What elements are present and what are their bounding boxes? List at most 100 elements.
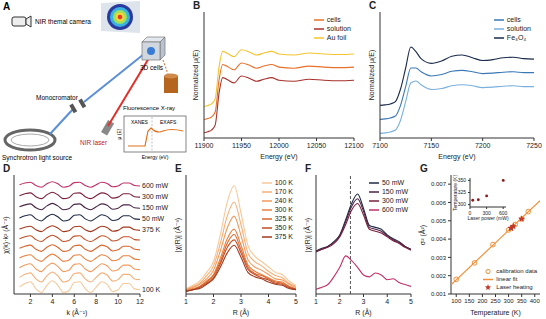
svg-text:EXAFS: EXAFS — [160, 119, 177, 125]
svg-text:12000: 12000 — [269, 142, 289, 149]
html-text:Energy (eV): Energy (eV) — [260, 153, 298, 160]
svg-text:0: 0 — [469, 210, 472, 216]
svg-text:7200: 7200 — [475, 142, 491, 149]
svg-text:11900: 11900 — [195, 142, 214, 149]
svg-text:XANES: XANES — [131, 119, 149, 125]
html-text:170 K: 170 K — [274, 188, 293, 195]
html-text:100 K: 100 K — [142, 285, 161, 293]
html-text:cells: cells — [326, 16, 341, 23]
svg-text:0.001: 0.001 — [431, 291, 447, 297]
html-text:100 K: 100 K — [274, 179, 293, 186]
svg-text:3: 3 — [362, 298, 366, 305]
html-text:150 mW: 150 mW — [381, 188, 408, 195]
html-text:C: C — [369, 0, 377, 11]
svg-text:7250: 7250 — [526, 142, 542, 149]
html-text:325 K: 325 K — [274, 215, 293, 222]
svg-text:0.004: 0.004 — [431, 236, 447, 242]
html-text:600 mW: 600 mW — [381, 206, 408, 213]
html-text:R (Å): R (Å) — [232, 309, 250, 316]
svg-text:350: 350 — [458, 177, 467, 183]
svg-text:4: 4 — [267, 298, 271, 305]
html-text:calibration data: calibration data — [496, 268, 537, 274]
svg-text:12: 12 — [136, 298, 144, 305]
svg-text:4: 4 — [50, 298, 54, 305]
html-text:solution: solution — [506, 25, 531, 32]
html-text:|χ(R)| (Å⁻³): |χ(R)| (Å⁻³) — [304, 217, 311, 252]
svg-text:A: A — [3, 1, 10, 12]
svg-text:12050: 12050 — [307, 142, 327, 149]
svg-text:11950: 11950 — [232, 142, 251, 149]
html-text:375 K: 375 K — [142, 226, 161, 234]
html-text:cells: cells — [506, 16, 521, 23]
html-text:σ² (Å²): σ² (Å²) — [419, 224, 426, 245]
svg-text:150: 150 — [464, 298, 475, 304]
svg-text:Energy (eV): Energy (eV) — [142, 154, 169, 160]
html-text:R (Å): R (Å) — [355, 309, 372, 316]
svg-text:1: 1 — [314, 298, 318, 305]
html-text:|χ(R)| (Å⁻³): |χ(R)| (Å⁻³) — [174, 217, 181, 252]
svg-text:μ (E): μ (E) — [116, 128, 122, 139]
html-text:50 mW: 50 mW — [381, 179, 405, 186]
html-text:300 K: 300 K — [274, 206, 293, 213]
html-text:D: D — [3, 163, 11, 174]
svg-text:0.006: 0.006 — [431, 200, 447, 206]
html-text:F: F — [305, 163, 312, 174]
html-text:375 K: 375 K — [274, 233, 293, 240]
svg-text:300: 300 — [504, 298, 515, 304]
svg-text:0.005: 0.005 — [431, 218, 447, 224]
svg-text:400: 400 — [530, 298, 541, 304]
svg-text:0.007: 0.007 — [431, 181, 447, 187]
svg-text:8: 8 — [94, 298, 98, 305]
html-text:E: E — [175, 163, 182, 174]
html-text:300 mW: 300 mW — [142, 193, 169, 201]
html-text:B: B — [193, 0, 201, 11]
svg-text:6: 6 — [72, 298, 76, 305]
html-text:350 K: 350 K — [274, 224, 293, 231]
svg-text:600: 600 — [499, 210, 508, 216]
svg-text:2: 2 — [338, 298, 342, 305]
html-text:χ(k)·k² (Å⁻²): χ(k)·k² (Å⁻²) — [2, 215, 9, 254]
svg-text:Synchrotron light source: Synchrotron light source — [2, 154, 72, 162]
html-text:Energy (eV): Energy (eV) — [438, 153, 476, 160]
svg-text:250: 250 — [490, 298, 501, 304]
svg-text:12100: 12100 — [344, 142, 364, 149]
svg-text:10: 10 — [114, 298, 122, 305]
svg-text:100: 100 — [451, 298, 462, 304]
svg-text:Fluorescence X-ray: Fluorescence X-ray — [123, 105, 175, 111]
svg-text:0.002: 0.002 — [431, 273, 447, 279]
html-text:Temperature (K): Temperature (K) — [470, 309, 521, 316]
html-text:linear fit: linear fit — [496, 276, 518, 282]
svg-text:350: 350 — [517, 298, 528, 304]
html-text:G: G — [420, 163, 428, 174]
svg-text:1: 1 — [184, 298, 188, 305]
svg-text:7150: 7150 — [424, 142, 440, 149]
svg-text:NIR laser: NIR laser — [80, 139, 108, 146]
svg-text:5: 5 — [409, 298, 413, 305]
svg-text:Monocromator: Monocromator — [36, 94, 79, 101]
html-text:Au foil: Au foil — [326, 34, 347, 41]
svg-text:NIR themal camera: NIR themal camera — [35, 18, 91, 25]
svg-text:300: 300 — [482, 210, 491, 216]
html-text:Normalized μ(E): Normalized μ(E) — [192, 49, 199, 101]
html-text:solution: solution — [326, 25, 351, 32]
svg-text:2: 2 — [212, 298, 216, 305]
html-text:k (Å⁻¹): k (Å⁻¹) — [66, 309, 88, 316]
svg-text:325: 325 — [458, 189, 467, 195]
svg-text:200: 200 — [477, 298, 488, 304]
html-text:50 mW: 50 mW — [142, 215, 165, 223]
html-text:600 mW: 600 mW — [142, 181, 169, 189]
html-text:Normalized μ(E): Normalized μ(E) — [368, 49, 375, 101]
html-text:150 mW: 150 mW — [142, 204, 169, 212]
svg-text:3: 3 — [239, 298, 243, 305]
html-text:Laser heating: Laser heating — [496, 284, 533, 290]
svg-text:300: 300 — [458, 201, 467, 207]
svg-text:3D cells: 3D cells — [140, 64, 164, 71]
svg-text:7100: 7100 — [372, 142, 388, 149]
svg-text:5: 5 — [294, 298, 298, 305]
svg-text:0.003: 0.003 — [431, 255, 447, 261]
svg-text:2: 2 — [28, 298, 32, 305]
html-text:Fe₃O₄: Fe₃O₄ — [506, 34, 527, 41]
svg-text:4: 4 — [385, 298, 389, 305]
html-text:240 K: 240 K — [274, 197, 293, 204]
html-text:300 mW: 300 mW — [381, 197, 408, 204]
